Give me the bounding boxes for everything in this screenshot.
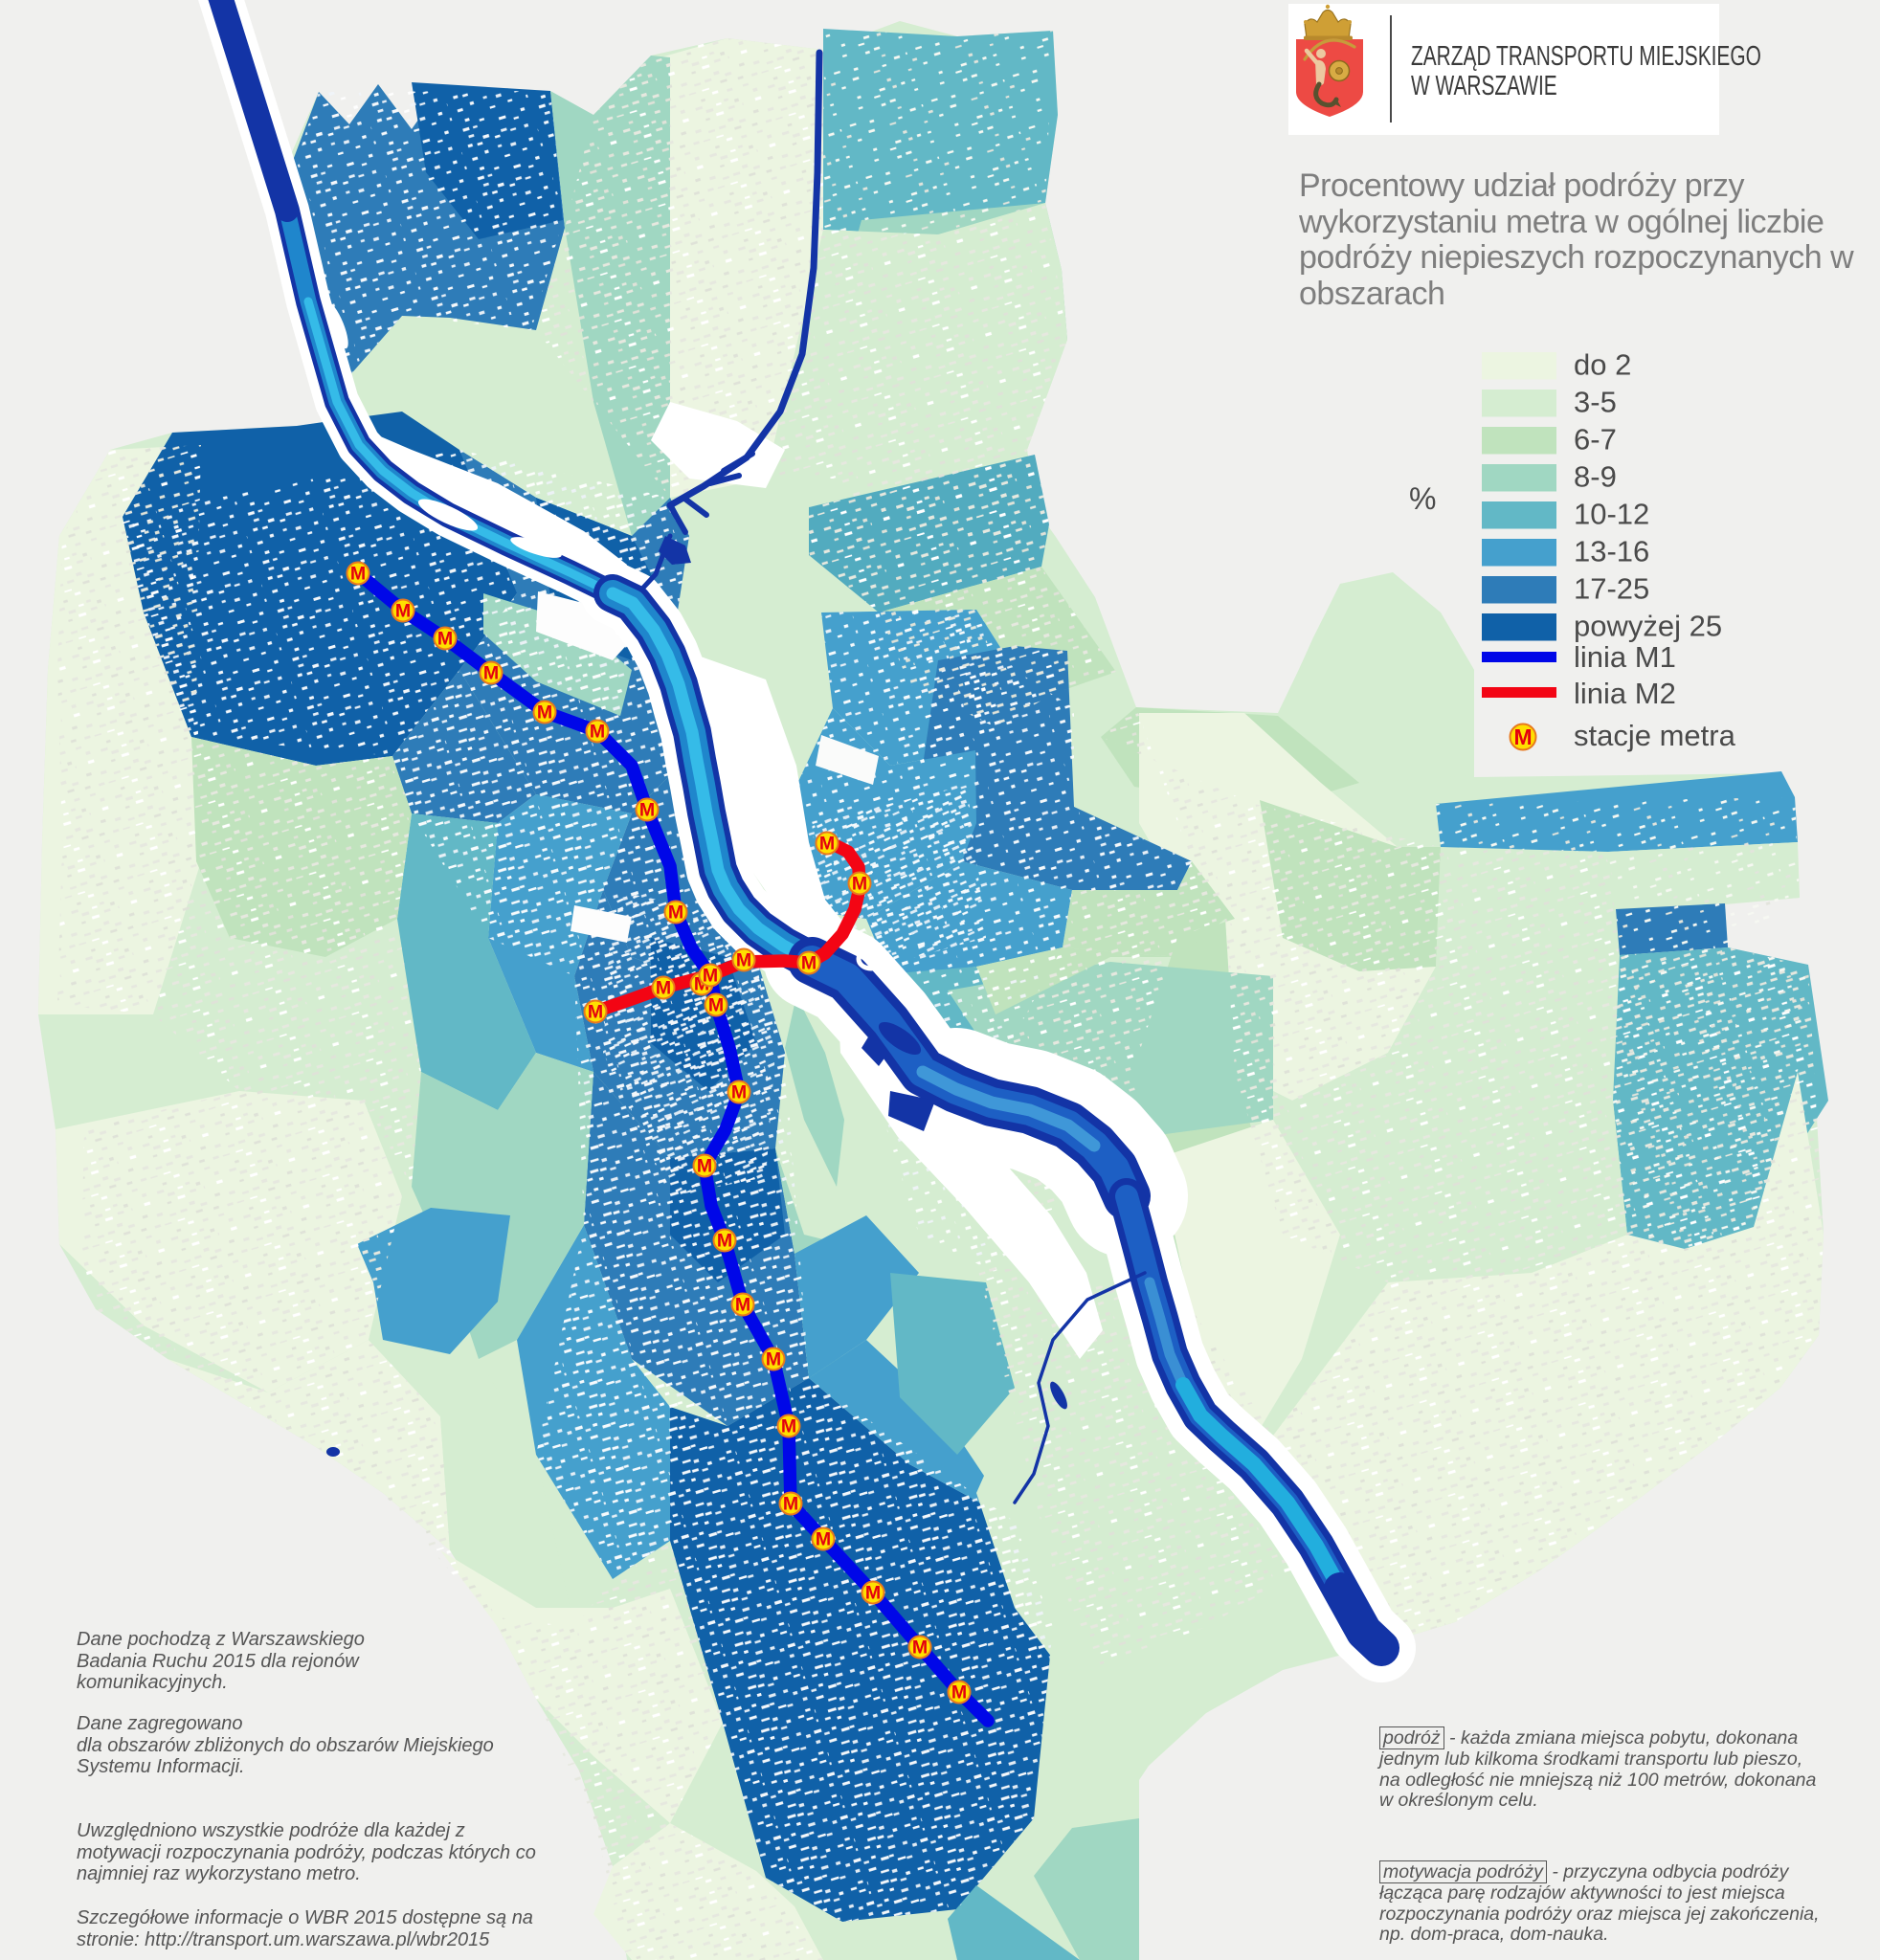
svg-text:M: M [951,1682,967,1704]
svg-text:do 2: do 2 [1574,348,1631,382]
svg-text:M: M [588,1002,603,1023]
svg-text:10-12: 10-12 [1574,498,1649,531]
svg-text:M: M [766,1349,781,1370]
svg-text:linia M2: linia M2 [1574,677,1676,710]
svg-text:M: M [656,978,671,999]
svg-text:17-25: 17-25 [1574,572,1649,606]
svg-text:M: M [816,1529,831,1550]
svg-text:M: M [350,564,366,585]
svg-text:M: M [697,1156,712,1177]
svg-text:M: M [852,874,867,895]
svg-text:3-5: 3-5 [1574,386,1617,419]
svg-text:powyżej 25: powyżej 25 [1574,610,1722,643]
svg-text:8-9: 8-9 [1574,460,1617,494]
svg-text:M: M [1513,724,1532,749]
svg-text:M: M [783,1494,798,1515]
svg-text:M: M [590,722,605,743]
svg-text:M: M [735,1295,750,1316]
svg-text:6-7: 6-7 [1574,423,1617,457]
svg-text:M: M [736,950,751,971]
svg-text:M: M [537,702,552,724]
svg-text:M: M [819,834,835,855]
svg-text:M: M [395,601,411,622]
svg-text:%: % [1409,481,1436,516]
svg-text:stacje metra: stacje metra [1574,719,1736,752]
svg-text:M: M [703,966,718,987]
svg-text:M: M [717,1231,732,1252]
svg-text:13-16: 13-16 [1574,535,1649,568]
svg-text:M: M [731,1082,747,1103]
svg-text:M: M [437,629,453,650]
svg-text:M: M [668,902,683,924]
svg-text:M: M [483,663,499,684]
svg-text:M: M [639,800,655,821]
svg-text:M: M [708,995,724,1016]
svg-text:M: M [865,1583,881,1604]
svg-text:linia M1: linia M1 [1574,640,1676,674]
svg-text:M: M [801,953,817,974]
svg-text:M: M [781,1416,796,1437]
svg-text:M: M [912,1637,928,1659]
